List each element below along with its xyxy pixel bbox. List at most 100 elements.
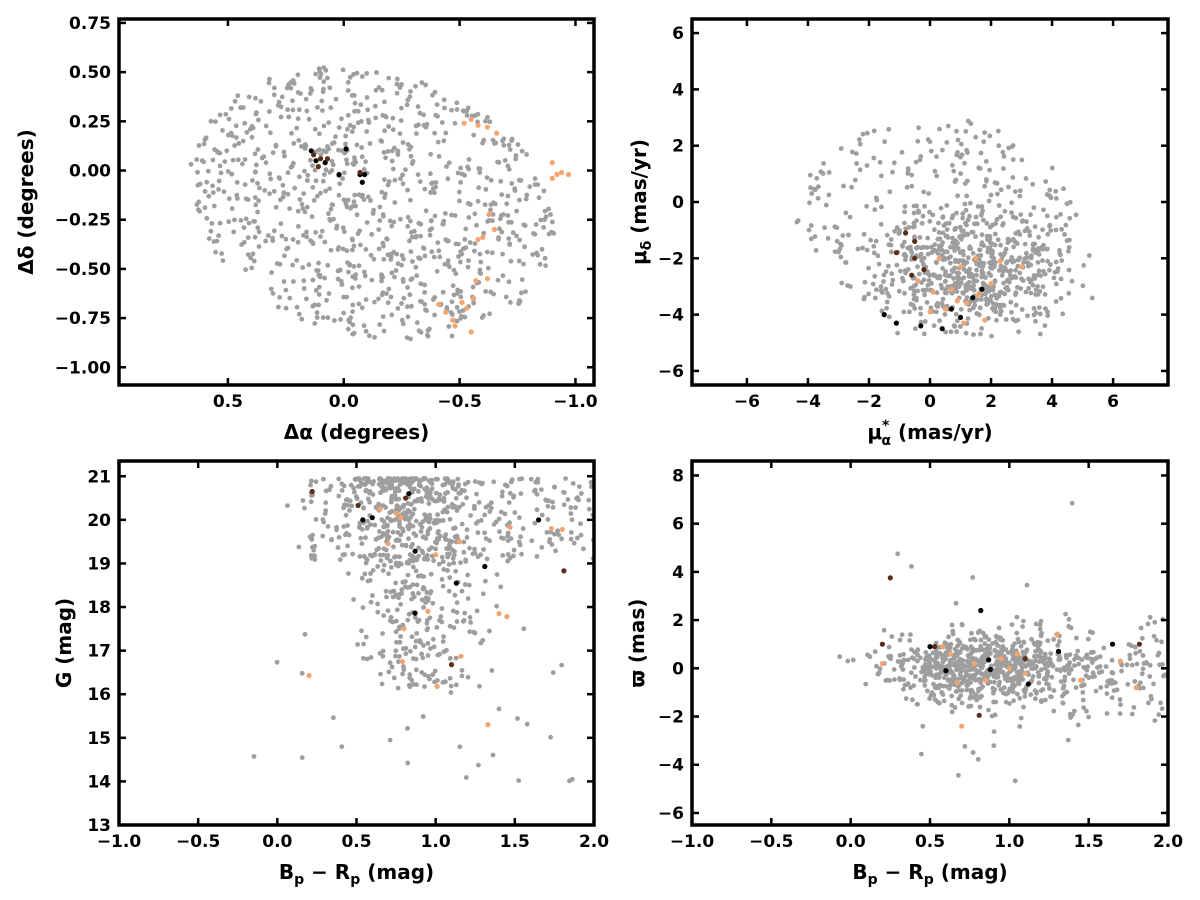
field-star-point [488,177,494,183]
field-star-point [339,481,345,487]
field-star-point [947,260,953,266]
field-star-point [922,319,928,324]
y-axis-label: μδ (mas/yr) [627,139,655,265]
field-star-point [1059,693,1065,699]
x-tick-label: −0.5 [176,832,220,852]
field-star-point [345,523,350,528]
field-star-point [368,252,374,258]
field-star-point [441,97,447,103]
field-star-point [218,170,224,176]
field-star-point [502,482,508,488]
field-star-point [313,230,318,235]
field-star-point [431,520,437,526]
field-star-point [1092,656,1098,662]
field-star-point [987,224,993,230]
field-star-point [991,308,997,313]
field-star-point [985,249,991,255]
field-star-point [544,530,550,535]
field-star-point [548,734,553,740]
field-star-point [223,111,229,117]
field-star-point [586,497,592,503]
field-star-point [497,529,502,534]
field-star-point [324,297,329,303]
field-star-point [405,314,411,320]
field-star-point [347,319,353,325]
field-star-point [319,228,325,234]
field-star-point [352,192,358,198]
field-star-point [444,477,449,482]
field-star-point [344,161,350,167]
field-star-point [331,216,336,222]
field-star-point [1055,266,1061,271]
field-star-point [1036,659,1042,664]
field-star-point [913,159,919,165]
field-star-point [242,182,248,188]
field-star-point [195,169,200,175]
field-star-point [1038,640,1043,646]
field-star-point [917,655,923,661]
field-star-point [299,755,305,760]
field-star-point [425,626,431,631]
field-star-point [849,184,854,190]
field-star-point [456,189,462,195]
field-star-point [288,164,294,170]
member-star-point [357,169,363,176]
field-star-point [861,231,867,237]
field-star-point [1089,660,1095,665]
field-star-point [1029,636,1034,642]
field-star-point [995,191,1000,197]
member-star-point [343,146,349,152]
field-star-point [239,242,245,248]
field-star-point [889,271,895,277]
field-star-point [886,314,892,320]
y-tick-label: 2 [672,137,684,157]
field-star-point [306,262,312,268]
field-star-point [365,578,371,584]
field-star-point [351,264,357,269]
member-star-point [1022,670,1028,676]
field-star-point [518,534,523,540]
field-star-point [524,721,530,727]
field-star-point [323,188,328,194]
member-star-point [324,156,331,162]
field-star-point [357,524,362,529]
field-star-point [316,260,321,266]
member-star-point [485,722,491,728]
field-star-point [1084,708,1089,714]
field-star-point [393,648,399,654]
y-tick-label: 0 [672,659,684,679]
field-star-point [451,552,457,558]
field-star-point [387,618,393,624]
field-star-point [263,160,269,166]
field-star-point [903,257,908,263]
field-star-point [385,515,390,521]
field-star-point [513,153,519,159]
field-star-point [1012,778,1018,784]
field-star-point [416,545,421,551]
field-star-point [399,587,405,593]
field-star-point [837,246,843,252]
field-star-point [1085,655,1091,661]
field-star-point [352,489,357,495]
field-star-point [948,244,953,250]
field-star-point [204,179,210,185]
member-star-point [1018,264,1025,270]
member-star-point [879,660,886,667]
field-star-point [909,183,915,189]
field-star-point [982,130,987,136]
field-star-point [1040,258,1045,263]
y-tick-label: −1.00 [55,358,111,378]
field-star-point [899,632,905,638]
field-star-point [291,279,296,284]
field-star-point [1049,165,1055,171]
member-star-point [903,230,909,236]
field-star-point [845,658,851,664]
field-star-point [428,571,434,577]
field-star-point [393,629,399,635]
y-tick-label: 0.50 [69,63,111,83]
field-star-point [965,255,971,261]
field-star-point [1056,639,1062,644]
field-star-point [1009,622,1015,627]
field-star-point [405,214,411,220]
